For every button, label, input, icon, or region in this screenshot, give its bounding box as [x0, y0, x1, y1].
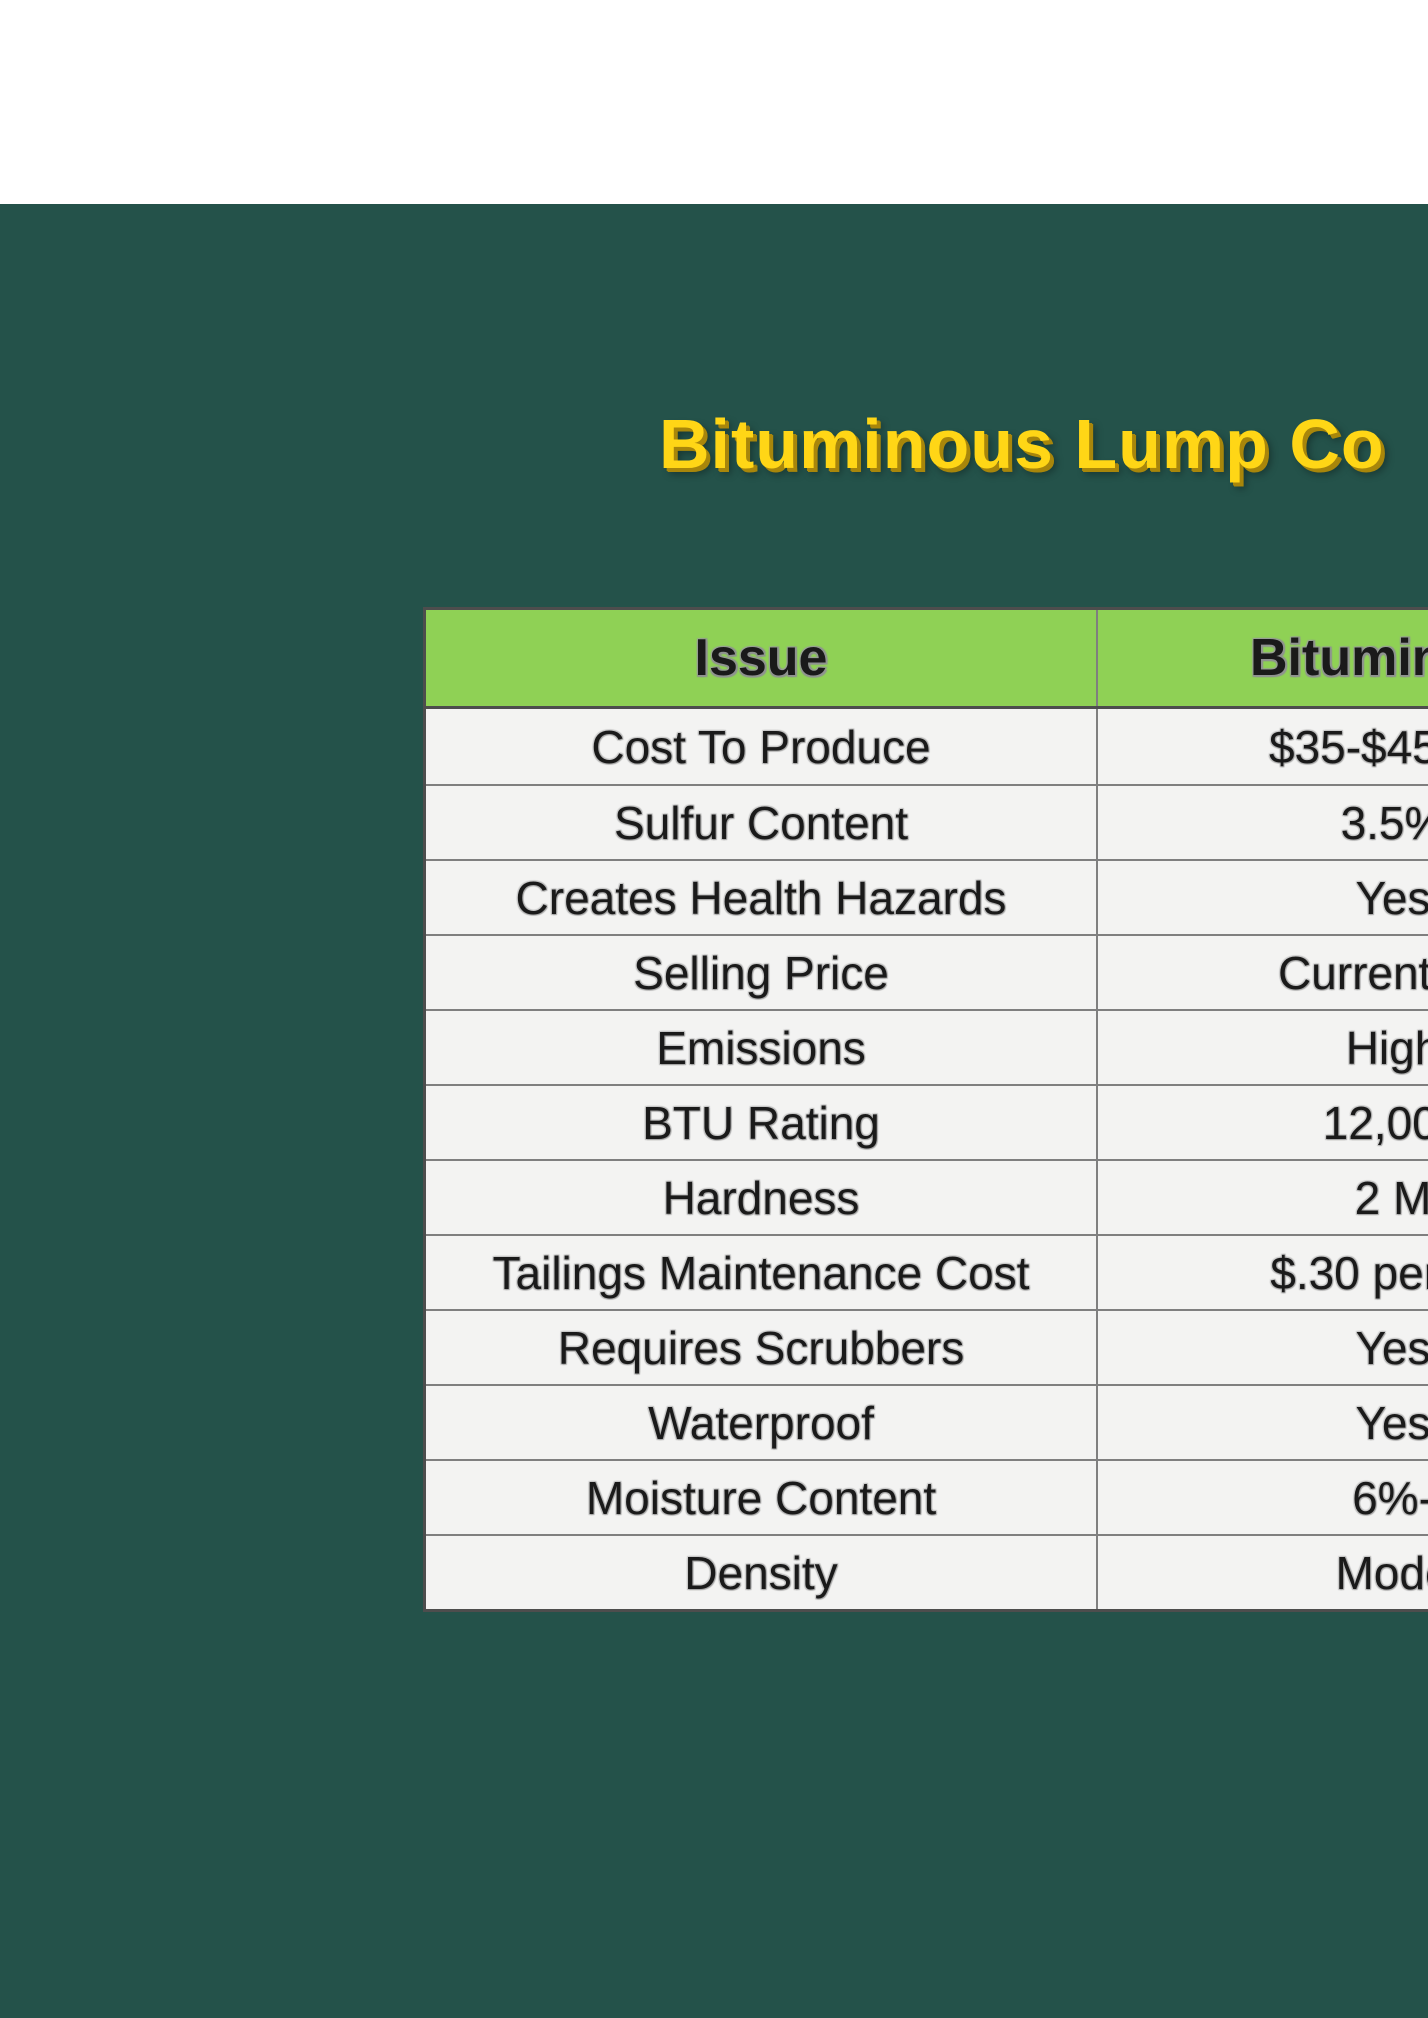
table-row: Moisture Content 6%- [426, 1459, 1428, 1534]
table-row: BTU Rating 12,000 [426, 1084, 1428, 1159]
issue-cell: Density [426, 1536, 1098, 1609]
value-cell: $.30 per ton [1270, 1246, 1428, 1299]
table-row: Creates Health Hazards Yes [426, 859, 1428, 934]
issue-cell: Sulfur Content [426, 786, 1098, 859]
header-cell-bituminous: Bituminous [1250, 629, 1428, 687]
value-cell: Yes [1355, 1321, 1428, 1374]
table-row: Waterproof Yes [426, 1384, 1428, 1459]
issue-cell: Emissions [426, 1011, 1098, 1084]
table-row: Sulfur Content 3.5% [426, 784, 1428, 859]
slide-title: Bituminous Lump Co [659, 405, 1385, 483]
issue-cell: Creates Health Hazards [426, 861, 1098, 934]
table-row: Requires Scrubbers Yes [426, 1309, 1428, 1384]
top-white-band [0, 0, 1428, 204]
value-cell: 2 M [1354, 1171, 1428, 1224]
table-row: Cost To Produce $35-$45 per [426, 709, 1428, 784]
header-cell-issue: Issue [426, 610, 1098, 706]
value-cell: Yes [1355, 1396, 1428, 1449]
value-cell: Current Ma [1277, 946, 1428, 999]
comparison-table: Issue Bituminous Cost To Produce $35-$45 … [423, 607, 1428, 1612]
value-cell: $35-$45 per [1268, 720, 1428, 773]
table-row: Tailings Maintenance Cost $.30 per ton [426, 1234, 1428, 1309]
issue-cell: Waterproof [426, 1386, 1098, 1459]
issue-cell: Selling Price [426, 936, 1098, 1009]
issue-cell: BTU Rating [426, 1086, 1098, 1159]
value-cell: Mode [1335, 1546, 1428, 1599]
table-row: Hardness 2 M [426, 1159, 1428, 1234]
table-row: Density Mode [426, 1534, 1428, 1609]
value-cell: Yes [1355, 871, 1428, 924]
value-cell: 6%- [1352, 1471, 1428, 1524]
table-header-row: Issue Bituminous [426, 610, 1428, 709]
issue-cell: Tailings Maintenance Cost [426, 1236, 1098, 1309]
table-row: Selling Price Current Ma [426, 934, 1428, 1009]
table-body: Cost To Produce $35-$45 per Sulfur Content… [426, 709, 1428, 1609]
value-cell: 12,000 [1322, 1096, 1428, 1149]
issue-cell: Cost To Produce [426, 709, 1098, 784]
table-row: Emissions High [426, 1009, 1428, 1084]
value-cell: High [1345, 1021, 1428, 1074]
issue-cell: Requires Scrubbers [426, 1311, 1098, 1384]
value-cell: 3.5% [1340, 796, 1428, 849]
issue-cell: Moisture Content [426, 1461, 1098, 1534]
issue-cell: Hardness [426, 1161, 1098, 1234]
